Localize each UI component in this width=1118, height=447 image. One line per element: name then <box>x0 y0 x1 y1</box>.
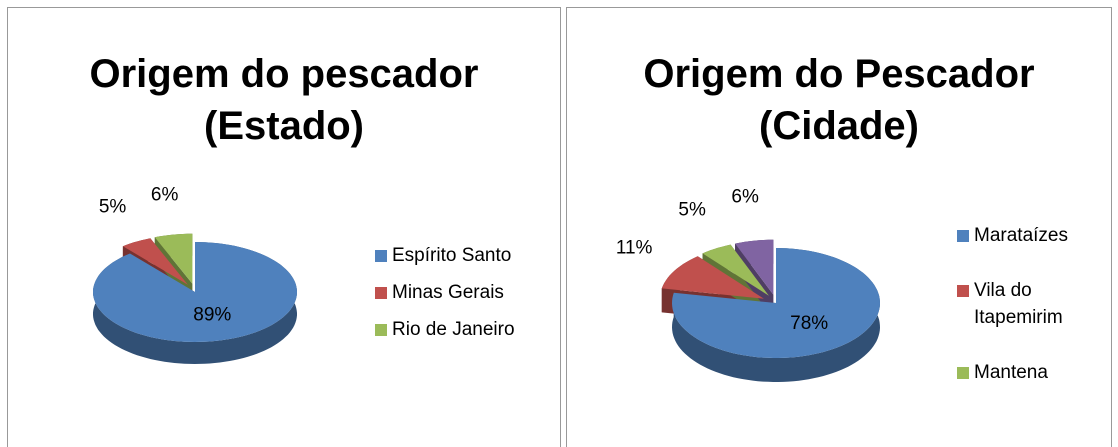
data-label: 6% <box>151 184 179 205</box>
data-label: 5% <box>99 196 127 217</box>
legend-item: Marataízes <box>957 222 1107 249</box>
legend-label: Minas Gerais <box>392 282 504 303</box>
chart-title: Origem do pescador (Estado) <box>89 52 479 148</box>
legend-item: Vila do Itapemirim <box>957 277 1107 331</box>
legend-item: Espírito Santo <box>375 242 525 269</box>
legend-item: Rio de Janeiro <box>375 316 525 343</box>
legend-swatch <box>957 285 969 297</box>
slice <box>702 244 769 296</box>
legend: Marataízes Vila do Itapemirim Mantena <box>957 222 1107 414</box>
legend-label: Rio de Janeiro <box>392 319 515 340</box>
data-label: 11% <box>616 237 653 258</box>
legend-item: Mantena <box>957 359 1107 386</box>
chart-panel: Origem do pescador (Estado) <box>7 7 561 447</box>
legend-swatch <box>375 324 387 336</box>
legend-swatch <box>375 287 387 299</box>
slice <box>735 239 774 295</box>
legend-label: Vila do Itapemirim <box>974 280 1063 328</box>
slice <box>93 242 297 342</box>
legend: Espírito Santo Minas Gerais Rio de Janeiro <box>375 242 525 353</box>
data-label: 78% <box>790 313 828 334</box>
slice <box>122 238 188 285</box>
slice <box>661 256 764 299</box>
slice <box>672 248 880 358</box>
legend-item: Minas Gerais <box>375 279 525 306</box>
data-label: 5% <box>678 200 706 221</box>
slice <box>154 233 193 284</box>
legend-swatch <box>957 230 969 242</box>
legend-label: Mantena <box>974 362 1048 383</box>
chart-title: Origem do Pescador (Cidade) <box>643 52 1035 148</box>
chart-panel: Origem do Pescador (Cidade) <box>566 7 1112 447</box>
data-label: 6% <box>731 187 759 208</box>
legend-swatch <box>957 367 969 379</box>
legend-label: Marataízes <box>974 225 1068 246</box>
data-label: 89% <box>193 305 231 326</box>
legend-swatch <box>375 250 387 262</box>
legend-label: Espírito Santo <box>392 245 512 266</box>
